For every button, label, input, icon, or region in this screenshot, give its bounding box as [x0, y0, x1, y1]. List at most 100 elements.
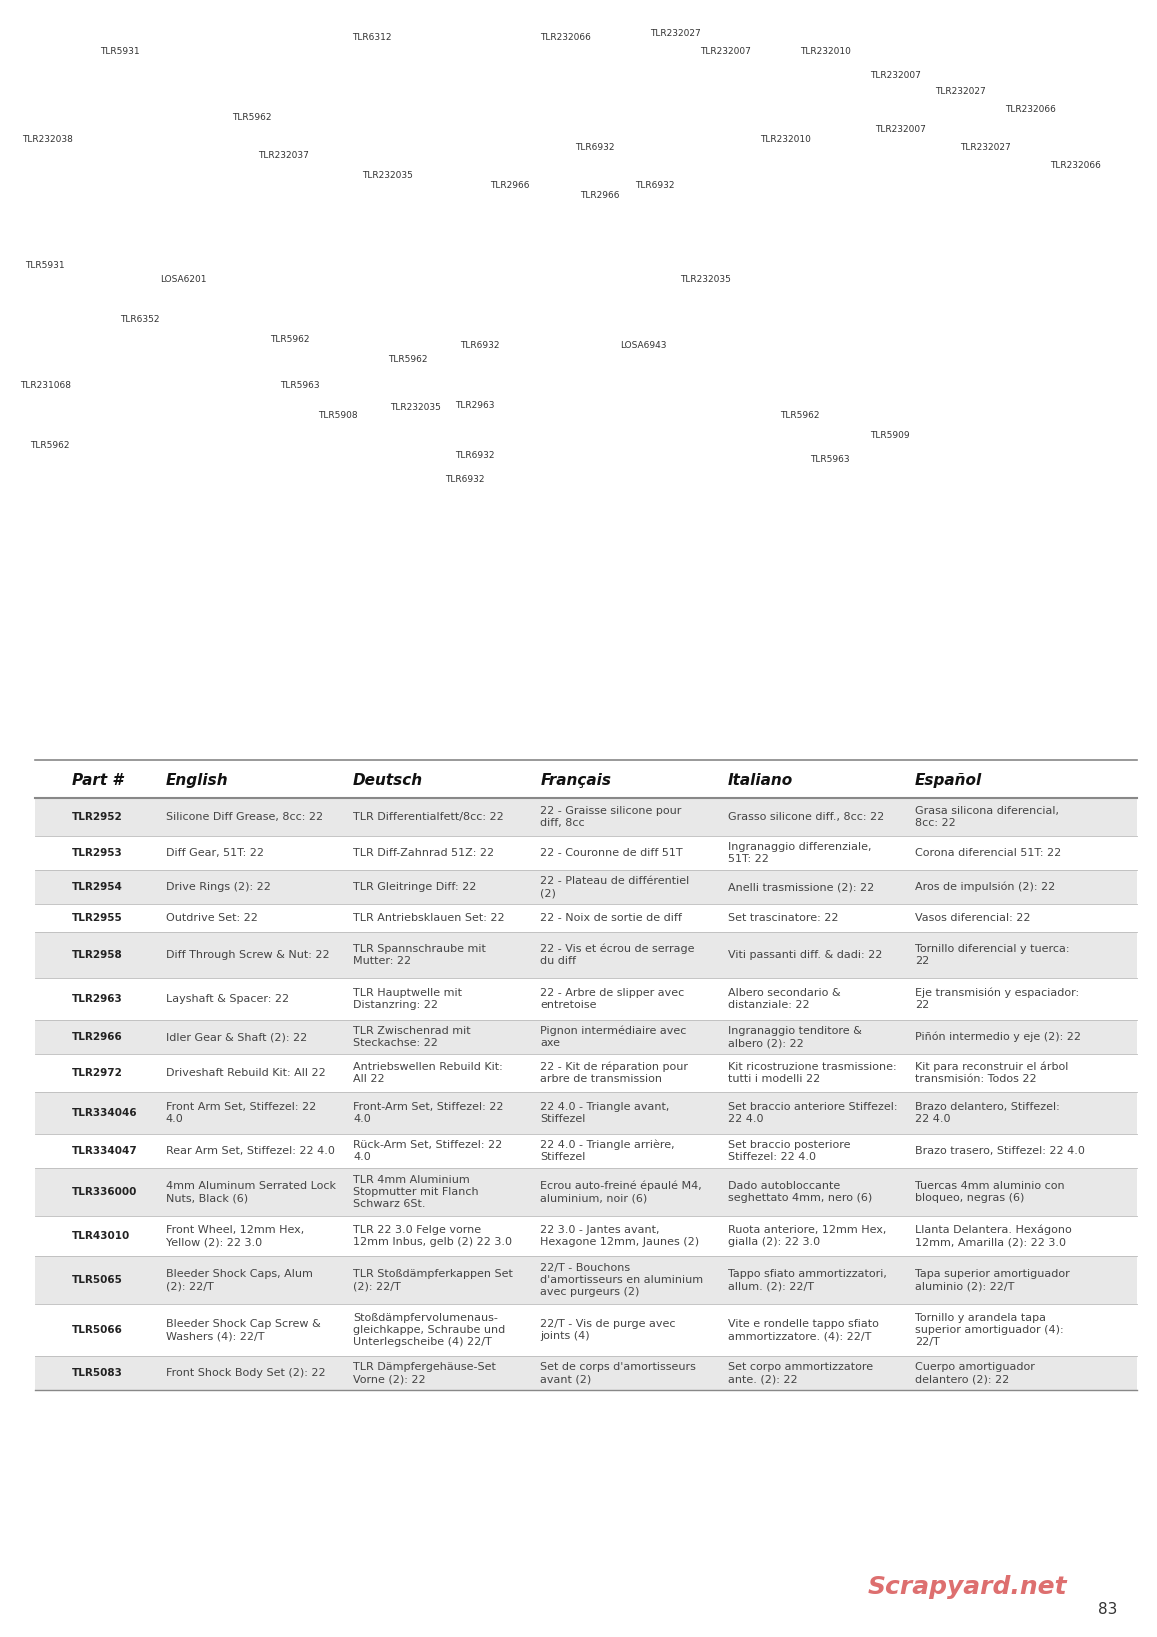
Text: TLR5962: TLR5962 — [233, 113, 272, 123]
Text: TLR Dämpfergehäuse-Set
Vorne (2): 22: TLR Dämpfergehäuse-Set Vorne (2): 22 — [353, 1362, 496, 1385]
Text: TLR5909: TLR5909 — [870, 431, 909, 439]
Text: 22 - Plateau de différentiel
(2): 22 - Plateau de différentiel (2) — [540, 876, 690, 899]
Text: TLR5908: TLR5908 — [318, 411, 358, 419]
Text: Antriebswellen Rebuild Kit:
All 22: Antriebswellen Rebuild Kit: All 22 — [353, 1062, 503, 1084]
Text: Llanta Delantera. Hexágono
12mm, Amarilla (2): 22 3.0: Llanta Delantera. Hexágono 12mm, Amarill… — [915, 1224, 1071, 1247]
Text: Tapa superior amortiguador
aluminio (2): 22/T: Tapa superior amortiguador aluminio (2):… — [915, 1269, 1070, 1292]
Text: TLR232007: TLR232007 — [870, 70, 921, 80]
Text: Front-Arm Set, Stiffezel: 22
4.0: Front-Arm Set, Stiffezel: 22 4.0 — [353, 1102, 503, 1125]
Text: Set braccio posteriore
Stiffezel: 22 4.0: Set braccio posteriore Stiffezel: 22 4.0 — [728, 1139, 850, 1162]
Text: Silicone Diff Grease, 8cc: 22: Silicone Diff Grease, 8cc: 22 — [165, 812, 323, 822]
Text: TLR232027: TLR232027 — [935, 87, 986, 97]
Text: 22 - Couronne de diff 51T: 22 - Couronne de diff 51T — [540, 848, 683, 858]
Text: Set braccio anteriore Stiffezel:
22 4.0: Set braccio anteriore Stiffezel: 22 4.0 — [728, 1102, 897, 1125]
Text: TLR2963: TLR2963 — [455, 401, 494, 409]
Text: TLR Zwischenrad mit
Steckachse: 22: TLR Zwischenrad mit Steckachse: 22 — [353, 1026, 471, 1048]
Text: TLR336000: TLR336000 — [72, 1187, 138, 1197]
Text: TLR Antriebsklauen Set: 22: TLR Antriebsklauen Set: 22 — [353, 913, 504, 923]
Text: Vite e rondelle tappo sfiato
ammortizzatore. (4): 22/T: Vite e rondelle tappo sfiato ammortizzat… — [728, 1319, 878, 1341]
Text: Stoßdämpfervolumenaus-
gleichkappe, Schraube und
Unterlegscheibe (4) 22/T: Stoßdämpfervolumenaus- gleichkappe, Schr… — [353, 1313, 506, 1347]
Text: TLR232035: TLR232035 — [680, 275, 731, 285]
Text: LOSA6943: LOSA6943 — [620, 340, 666, 350]
Text: Pignon intermédiaire avec
axe: Pignon intermédiaire avec axe — [540, 1025, 687, 1048]
Text: TLR232027: TLR232027 — [650, 28, 701, 38]
Text: Viti passanti diff. & dadi: 22: Viti passanti diff. & dadi: 22 — [728, 949, 882, 959]
Text: Grasa silicona diferencial,
8cc: 22: Grasa silicona diferencial, 8cc: 22 — [915, 805, 1059, 828]
Text: Tuercas 4mm aluminio con
bloqueo, negras (6): Tuercas 4mm aluminio con bloqueo, negras… — [915, 1180, 1064, 1203]
Text: TLR Differentialfett/8cc: 22: TLR Differentialfett/8cc: 22 — [353, 812, 503, 822]
Text: TLR5962: TLR5962 — [270, 336, 310, 344]
Text: TLR Diff-Zahnrad 51Z: 22: TLR Diff-Zahnrad 51Z: 22 — [353, 848, 494, 858]
Text: TLR5931: TLR5931 — [100, 47, 140, 57]
Text: Outdrive Set: 22: Outdrive Set: 22 — [165, 913, 258, 923]
Text: TLR43010: TLR43010 — [72, 1231, 131, 1241]
Text: Set corpo ammortizzatore
ante. (2): 22: Set corpo ammortizzatore ante. (2): 22 — [728, 1362, 872, 1385]
Text: Piñón intermedio y eje (2): 22: Piñón intermedio y eje (2): 22 — [915, 1031, 1081, 1043]
Text: TLR232035: TLR232035 — [362, 170, 413, 180]
Text: TLR2954: TLR2954 — [72, 882, 123, 892]
Bar — [35, 869, 1137, 904]
Text: TLR5083: TLR5083 — [72, 1369, 123, 1378]
Text: TLR334047: TLR334047 — [72, 1146, 138, 1156]
Text: English: English — [165, 773, 228, 789]
Text: TLR5962: TLR5962 — [780, 411, 819, 419]
Text: Brazo delantero, Stiffezel:
22 4.0: Brazo delantero, Stiffezel: 22 4.0 — [915, 1102, 1060, 1125]
Text: 4mm Aluminum Serrated Lock
Nuts, Black (6): 4mm Aluminum Serrated Lock Nuts, Black (… — [165, 1180, 336, 1203]
Text: TLR2963: TLR2963 — [72, 994, 123, 1003]
Text: TLR5963: TLR5963 — [280, 380, 319, 390]
Text: Deutsch: Deutsch — [353, 773, 423, 789]
Text: LOSA6201: LOSA6201 — [160, 275, 206, 285]
Text: Dado autobloccante
seghettato 4mm, nero (6): Dado autobloccante seghettato 4mm, nero … — [728, 1180, 872, 1203]
Text: TLR6932: TLR6932 — [635, 180, 675, 190]
Text: Diff Gear, 51T: 22: Diff Gear, 51T: 22 — [165, 848, 264, 858]
Text: Cuerpo amortiguador
delantero (2): 22: Cuerpo amortiguador delantero (2): 22 — [915, 1362, 1036, 1385]
Text: TLR6932: TLR6932 — [575, 144, 614, 152]
Text: Front Wheel, 12mm Hex,
Yellow (2): 22 3.0: Front Wheel, 12mm Hex, Yellow (2): 22 3.… — [165, 1224, 304, 1247]
Text: Driveshaft Rebuild Kit: All 22: Driveshaft Rebuild Kit: All 22 — [165, 1067, 325, 1079]
Text: TLR2966: TLR2966 — [491, 180, 530, 190]
Text: TLR6312: TLR6312 — [352, 33, 391, 43]
Text: TLR232027: TLR232027 — [960, 144, 1011, 152]
Text: TLR Gleitringe Diff: 22: TLR Gleitringe Diff: 22 — [353, 882, 477, 892]
Text: Tornillo y arandela tapa
superior amortiguador (4):
22/T: Tornillo y arandela tapa superior amorti… — [915, 1313, 1063, 1347]
Text: Tappo sfiato ammortizzatori,
allum. (2): 22/T: Tappo sfiato ammortizzatori, allum. (2):… — [728, 1269, 886, 1292]
Text: TLR 22 3.0 Felge vorne
12mm Inbus, gelb (2) 22 3.0: TLR 22 3.0 Felge vorne 12mm Inbus, gelb … — [353, 1224, 513, 1247]
Text: 22 4.0 - Triangle arrière,
Stiffezel: 22 4.0 - Triangle arrière, Stiffezel — [540, 1139, 675, 1162]
Bar — [35, 931, 1137, 977]
Text: Español: Español — [915, 773, 982, 789]
Bar — [35, 1020, 1137, 1054]
Text: TLR232035: TLR232035 — [390, 403, 441, 413]
Text: TLR2952: TLR2952 — [72, 812, 123, 822]
Bar — [35, 1169, 1137, 1216]
Text: Ingranaggio differenziale,
51T: 22: Ingranaggio differenziale, 51T: 22 — [728, 841, 871, 864]
Text: 22 3.0 - Jantes avant,
Hexagone 12mm, Jaunes (2): 22 3.0 - Jantes avant, Hexagone 12mm, Ja… — [540, 1224, 700, 1247]
Text: Aros de impulsión (2): 22: Aros de impulsión (2): 22 — [915, 882, 1055, 892]
Text: TLR 4mm Aluminium
Stopmutter mit Flanch
Schwarz 6St.: TLR 4mm Aluminium Stopmutter mit Flanch … — [353, 1175, 479, 1210]
Text: 22/T - Vis de purge avec
joints (4): 22/T - Vis de purge avec joints (4) — [540, 1319, 676, 1341]
Text: Grasso silicone diff., 8cc: 22: Grasso silicone diff., 8cc: 22 — [728, 812, 884, 822]
Text: 22 4.0 - Triangle avant,
Stiffezel: 22 4.0 - Triangle avant, Stiffezel — [540, 1102, 670, 1125]
Text: Rear Arm Set, Stiffezel: 22 4.0: Rear Arm Set, Stiffezel: 22 4.0 — [165, 1146, 334, 1156]
Text: TLR2966: TLR2966 — [580, 190, 619, 200]
Text: Part #: Part # — [72, 773, 123, 789]
Text: Diff Through Screw & Nut: 22: Diff Through Screw & Nut: 22 — [165, 949, 330, 959]
Text: TLR2953: TLR2953 — [72, 848, 123, 858]
Text: TLR232010: TLR232010 — [760, 136, 811, 144]
Text: TLR232037: TLR232037 — [258, 151, 309, 159]
Text: TLR2958: TLR2958 — [72, 949, 123, 959]
Text: 22 - Vis et écrou de serrage
du diff: 22 - Vis et écrou de serrage du diff — [540, 943, 695, 966]
Text: TLR5931: TLR5931 — [25, 260, 65, 270]
Text: TLR6932: TLR6932 — [445, 475, 485, 485]
Text: TLR6352: TLR6352 — [120, 316, 160, 324]
Bar — [35, 1092, 1137, 1134]
Text: TLR5963: TLR5963 — [810, 455, 849, 465]
Bar — [35, 1256, 1137, 1305]
Text: TLR5962: TLR5962 — [30, 440, 69, 450]
Text: TLR6932: TLR6932 — [455, 450, 494, 460]
Text: Scrapyard.net: Scrapyard.net — [868, 1575, 1067, 1599]
Text: TLR231068: TLR231068 — [20, 380, 71, 390]
Text: Tornillo diferencial y tuerca:
22: Tornillo diferencial y tuerca: 22 — [915, 945, 1069, 966]
Text: Brazo trasero, Stiffezel: 22 4.0: Brazo trasero, Stiffezel: 22 4.0 — [915, 1146, 1085, 1156]
Text: 22 - Arbre de slipper avec
entretoise: 22 - Arbre de slipper avec entretoise — [540, 987, 685, 1010]
Text: Idler Gear & Shaft (2): 22: Idler Gear & Shaft (2): 22 — [165, 1031, 307, 1043]
